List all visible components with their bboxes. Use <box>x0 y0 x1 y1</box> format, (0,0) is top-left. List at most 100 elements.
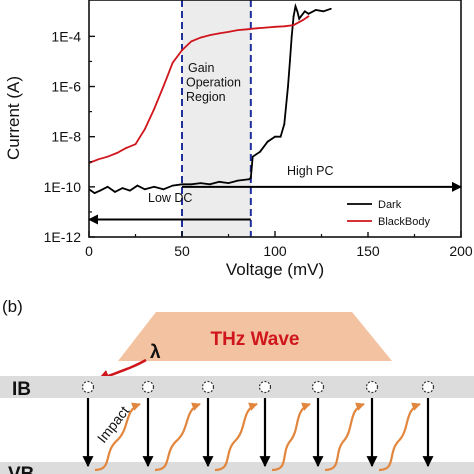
impact-curve-arrow <box>94 402 141 472</box>
data-point-dark <box>248 178 250 181</box>
data-point-blackbody <box>283 25 286 28</box>
hole-icon <box>81 380 95 394</box>
data-point-dark <box>329 7 332 10</box>
impact-curve-arrow <box>324 402 365 472</box>
band-diagram: (b) THz Wave λ IB VB Impact <box>0 297 474 474</box>
data-point-blackbody <box>274 25 276 28</box>
data-point-dark <box>287 85 289 88</box>
data-point-dark <box>279 135 282 138</box>
data-point-dark <box>315 9 317 11</box>
data-point-dark <box>322 10 325 13</box>
impact-curve-arrow <box>154 402 201 472</box>
data-point-dark <box>283 123 286 125</box>
data-point-dark <box>303 10 306 13</box>
x-axis-title: Voltage (mV) <box>226 260 324 279</box>
data-point-blackbody <box>302 19 304 21</box>
hole-icon <box>141 380 155 394</box>
ib-label: IB <box>12 379 31 400</box>
impact-curve-arrow <box>378 402 421 472</box>
low-dc-label: Low DC <box>148 191 192 205</box>
x-tick-label: 100 <box>263 243 287 259</box>
data-point-blackbody <box>190 40 193 43</box>
data-point-dark <box>236 179 239 182</box>
vb-label: VB <box>8 464 34 474</box>
hole-icon <box>421 380 435 394</box>
data-point-blackbody <box>125 147 128 149</box>
data-point-blackbody <box>227 31 230 33</box>
legend: Dark BlackBody <box>342 196 456 232</box>
data-point-blackbody <box>199 36 202 39</box>
data-point-blackbody <box>181 49 183 52</box>
x-tick-label: 150 <box>356 243 380 259</box>
data-point-dark <box>294 5 297 8</box>
data-point-blackbody <box>307 15 310 18</box>
hole-icon <box>365 380 379 394</box>
x-tick-label: 50 <box>174 243 190 259</box>
data-point-dark <box>289 60 291 63</box>
y-tick-label: 1E-10 <box>44 179 82 195</box>
data-point-dark <box>307 12 310 15</box>
series-layer <box>89 2 332 195</box>
gain-region-label-line-1: Gain <box>188 61 214 75</box>
data-point-dark <box>106 185 109 188</box>
annotation-layer <box>88 181 462 225</box>
data-point-blackbody <box>162 85 165 88</box>
data-point-blackbody <box>236 29 239 31</box>
data-point-blackbody <box>255 27 258 30</box>
data-point-blackbody <box>97 158 100 161</box>
data-point-blackbody <box>143 128 146 131</box>
thz-wave-label: THz Wave <box>210 329 299 350</box>
y-tick-label: 1E-4 <box>51 28 81 44</box>
legend-label-blackbody: BlackBody <box>378 216 430 228</box>
data-point-dark <box>181 183 183 186</box>
data-point-blackbody <box>209 34 211 36</box>
data-point-blackbody <box>218 32 221 35</box>
data-point-blackbody <box>292 24 295 26</box>
data-point-blackbody <box>106 155 109 158</box>
data-point-dark <box>292 15 295 18</box>
intermediate-band <box>0 376 474 398</box>
gain-region-label-line-3: Region <box>186 90 226 104</box>
impact-curve-arrow <box>271 402 311 472</box>
legend-label-dark: Dark <box>378 199 402 211</box>
data-point-dark <box>199 182 202 185</box>
hole-icon <box>311 380 325 394</box>
gain-region-shading <box>182 0 251 237</box>
data-point-blackbody <box>171 61 174 64</box>
y-axis-title: Current (A) <box>4 76 23 160</box>
data-point-dark <box>121 187 124 190</box>
data-point-blackbody <box>116 152 118 154</box>
data-point-dark <box>143 188 146 191</box>
data-point-dark <box>227 182 230 185</box>
data-point-dark <box>162 188 165 191</box>
data-point-dark <box>249 177 252 180</box>
data-point-blackbody <box>134 143 137 146</box>
x-tick-label: 200 <box>449 243 473 259</box>
carriers-layer <box>81 380 435 472</box>
data-point-dark <box>300 15 302 18</box>
data-point-dark <box>99 189 102 192</box>
data-point-dark <box>153 185 156 188</box>
data-point-dark <box>129 189 131 192</box>
data-point-dark <box>259 150 261 153</box>
data-point-dark <box>266 140 269 143</box>
ticks-layer: 0 50 100 150 200 1E-12 1E-10 1E-8 1E-6 1E-4 <box>44 28 473 259</box>
data-point-dark <box>171 184 174 187</box>
data-point-dark <box>274 135 276 138</box>
y-tick-label: 1E-12 <box>44 229 82 245</box>
data-point-dark <box>290 35 293 38</box>
panel-b-label: (b) <box>2 297 23 316</box>
high-pc-label: High PC <box>287 164 334 178</box>
data-point-dark <box>136 184 139 187</box>
valence-band <box>0 462 474 474</box>
data-point-dark <box>218 180 221 183</box>
gain-region-label-line-2: Operation <box>186 76 241 90</box>
hole-icon <box>258 380 272 394</box>
impact-curve-arrow <box>214 402 258 472</box>
y-tick-label: 1E-8 <box>51 129 81 145</box>
data-point-blackbody <box>246 28 249 31</box>
x-tick-label: 0 <box>85 243 93 259</box>
data-point-dark <box>209 183 211 186</box>
data-point-blackbody <box>153 108 156 110</box>
